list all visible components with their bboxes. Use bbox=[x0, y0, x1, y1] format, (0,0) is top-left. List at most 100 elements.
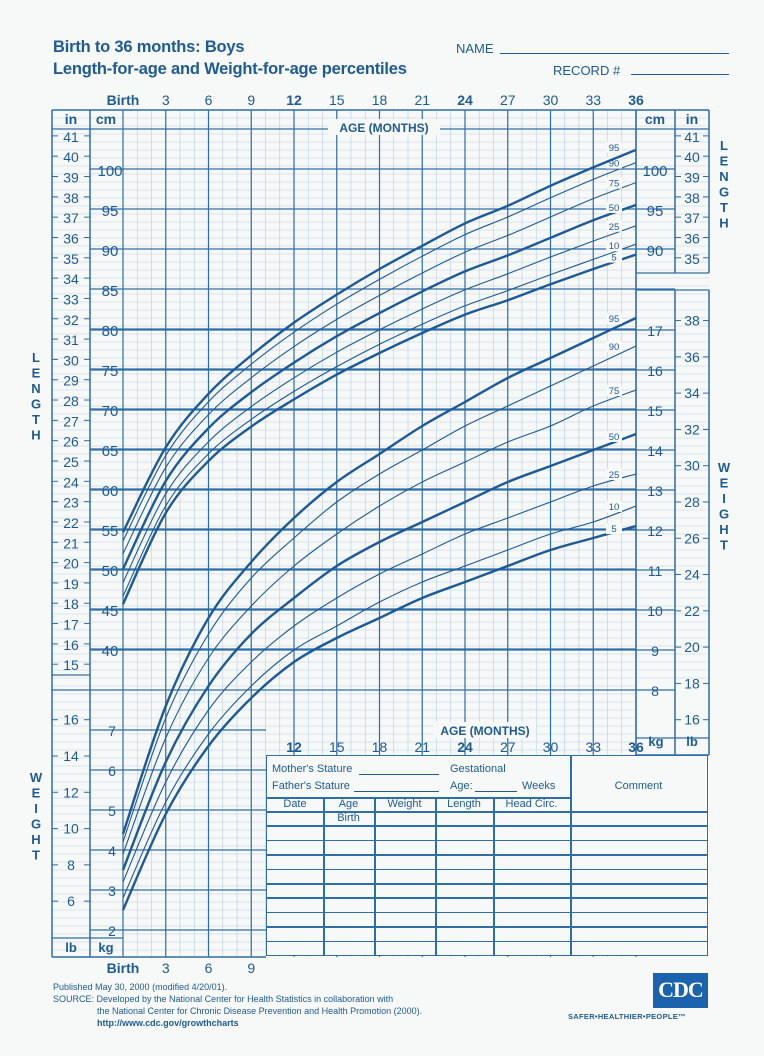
percentile-label-bg bbox=[606, 251, 622, 263]
age-tick-mid: 27 bbox=[500, 739, 516, 755]
table-col-divider bbox=[374, 797, 376, 955]
weight-percentile-label: 50 bbox=[609, 432, 620, 443]
age-tick-bottom: 3 bbox=[162, 960, 170, 976]
table-row[interactable] bbox=[267, 856, 707, 869]
cm-tick-label: 50 bbox=[102, 563, 119, 580]
source-line1: SOURCE: Developed by the National Center… bbox=[53, 994, 394, 1004]
in-tick-label: 25 bbox=[63, 454, 79, 470]
lb-tick-label-right: 24 bbox=[684, 567, 700, 583]
table-row[interactable] bbox=[267, 913, 707, 926]
percentile-label-bg bbox=[606, 341, 622, 352]
weight-axis-title-right: I bbox=[722, 491, 726, 506]
table-row[interactable] bbox=[267, 942, 707, 955]
age-tick-top: 27 bbox=[500, 92, 516, 108]
table-col-divider bbox=[435, 797, 437, 955]
mothers-stature-label: Mother's Stature bbox=[272, 763, 353, 775]
growthcharts-link[interactable]: http://www.cdc.gov/growthcharts bbox=[97, 1018, 239, 1028]
name-field[interactable] bbox=[500, 53, 729, 54]
in-tick-label: 33 bbox=[63, 291, 79, 307]
table-col-divider bbox=[493, 797, 495, 955]
weight-percentile-label: 10 bbox=[609, 502, 620, 513]
fathers-stature-label: Father's Stature bbox=[272, 780, 350, 792]
table-row[interactable] bbox=[267, 885, 707, 898]
length-percentile-label: 50 bbox=[609, 203, 620, 214]
in-tick-label: 23 bbox=[63, 495, 79, 511]
gestational-age-field[interactable] bbox=[475, 791, 517, 792]
weight-axis-title-left: I bbox=[34, 801, 38, 816]
in-tick-label: 24 bbox=[63, 474, 79, 490]
in-tick-label: 36 bbox=[63, 230, 79, 246]
in-tick-label: 28 bbox=[63, 393, 79, 409]
age-tick-top: 3 bbox=[162, 92, 170, 108]
in-tick-label: 32 bbox=[63, 312, 79, 328]
mothers-stature-field[interactable] bbox=[359, 774, 439, 775]
table-header-head-circ-: Head Circ. bbox=[505, 798, 558, 810]
cm-tick-label: 80 bbox=[102, 323, 119, 340]
percentile-label-bg bbox=[606, 202, 622, 213]
lb-tick-label-right: 34 bbox=[684, 385, 700, 401]
length-percentile-label: 25 bbox=[609, 222, 620, 233]
age-tick-top: 6 bbox=[205, 92, 213, 108]
length-curve-p50 bbox=[121, 203, 637, 570]
lb-tick-label-right: 18 bbox=[684, 675, 700, 691]
published-note: Published May 30, 2000 (modified 4/20/01… bbox=[53, 982, 228, 992]
in-tick-label: 18 bbox=[63, 596, 79, 612]
lb-tick-label-right: 36 bbox=[684, 349, 700, 365]
in-tick-label: 30 bbox=[63, 352, 79, 368]
kg-tick-label-right: 17 bbox=[647, 323, 663, 339]
age-tick-mid: 36 bbox=[628, 739, 644, 755]
in-tick-label: 37 bbox=[63, 210, 79, 226]
kg-unit-label-right: kg bbox=[648, 734, 663, 749]
kg-tick-label: 5 bbox=[108, 803, 116, 819]
age-tick-top: 9 bbox=[247, 92, 255, 108]
kg-unit-label: kg bbox=[98, 940, 113, 955]
length-axis-title-left: G bbox=[31, 397, 41, 412]
table-row[interactable] bbox=[267, 899, 707, 912]
weight-axis-title-left: T bbox=[32, 848, 40, 863]
chart-title-line2: Length-for-age and Weight-for-age percen… bbox=[53, 60, 407, 78]
weeks-label: Weeks bbox=[522, 780, 556, 792]
weight-axis-title-left: E bbox=[32, 786, 41, 801]
lb-tick-label-right: 38 bbox=[684, 313, 700, 329]
weight-percentile-label: 5 bbox=[611, 524, 616, 535]
cm-unit-label: cm bbox=[96, 111, 116, 127]
age-tick-mid: 15 bbox=[329, 739, 345, 755]
age-tick-mid: 30 bbox=[543, 739, 559, 755]
length-axis-title-right: T bbox=[720, 200, 728, 215]
weight-percentile-label: 25 bbox=[609, 470, 620, 481]
table-row[interactable] bbox=[267, 827, 707, 840]
record-grid: Date Age Weight Length Head Circ. Birth bbox=[267, 797, 707, 955]
kg-tick-label-right: 8 bbox=[651, 683, 659, 699]
in-tick-label-right: 37 bbox=[684, 210, 700, 226]
table-row[interactable] bbox=[267, 928, 707, 941]
in-tick-label: 34 bbox=[63, 271, 79, 287]
age-tick-top: Birth bbox=[107, 92, 140, 108]
lb-tick-label-right: 28 bbox=[684, 494, 700, 510]
in-tick-label: 38 bbox=[63, 190, 79, 206]
length-axis-title-right: L bbox=[720, 138, 728, 153]
kg-tick-label: 7 bbox=[108, 723, 116, 739]
fathers-stature-field[interactable] bbox=[354, 791, 439, 792]
table-row[interactable] bbox=[267, 870, 707, 883]
table-row-line bbox=[267, 868, 707, 871]
first-row-age-birth: Birth bbox=[337, 812, 360, 824]
age-tick-bottom: 6 bbox=[205, 960, 213, 976]
in-tick-label: 41 bbox=[63, 129, 79, 145]
length-axis-title-right: H bbox=[719, 216, 728, 231]
weight-axis-title-right: E bbox=[720, 476, 729, 491]
name-label: NAME bbox=[456, 41, 494, 56]
in-unit-label-right: in bbox=[686, 111, 698, 127]
lb-tick-label: 12 bbox=[63, 784, 79, 800]
record-field[interactable] bbox=[631, 74, 729, 75]
length-curve-p75 bbox=[122, 182, 637, 555]
percentile-label-bg bbox=[606, 523, 622, 534]
table-row[interactable] bbox=[267, 841, 707, 854]
cm-tick-label-right: 95 bbox=[647, 203, 664, 220]
table-row-line bbox=[267, 854, 707, 856]
cm-tick-label-right: 90 bbox=[647, 243, 664, 260]
kg-tick-label-right: 16 bbox=[647, 363, 663, 379]
table-row-line bbox=[267, 811, 707, 813]
length-axis-title-right: G bbox=[719, 185, 729, 200]
in-tick-label: 17 bbox=[63, 617, 79, 633]
record-label: RECORD # bbox=[553, 63, 621, 78]
